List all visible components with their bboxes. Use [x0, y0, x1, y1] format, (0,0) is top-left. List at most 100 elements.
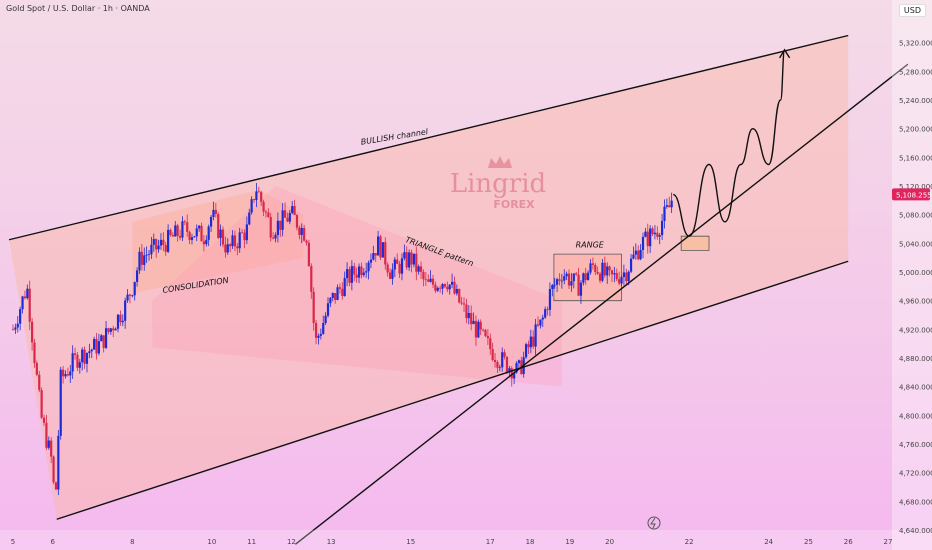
candle-body — [176, 225, 179, 236]
candle-body — [377, 236, 380, 256]
candle-body — [78, 362, 81, 368]
candle-body — [28, 288, 31, 322]
candle-body — [102, 335, 105, 348]
candle-body — [119, 314, 122, 323]
candle-body — [288, 213, 291, 222]
candle-body — [489, 338, 492, 350]
candle-body — [503, 352, 506, 357]
candle-body — [419, 266, 423, 272]
x-tick-label: 19 — [565, 538, 574, 546]
candle-body — [198, 225, 201, 229]
candle-body — [641, 236, 645, 250]
projection-arrowhead — [778, 48, 791, 59]
candle-body — [365, 271, 368, 273]
x-tick-label: 18 — [526, 538, 535, 546]
x-tick-label: 22 — [685, 538, 694, 546]
candle-body — [439, 287, 442, 289]
candle-body — [162, 239, 165, 246]
candle-body — [510, 368, 513, 379]
y-tick-label: 4,920.000 — [899, 326, 932, 334]
candle-body — [610, 270, 614, 275]
candle-body — [663, 206, 666, 221]
candle-body — [513, 372, 516, 379]
candle-body — [88, 351, 91, 354]
candle-body — [188, 231, 191, 240]
x-tick-label: 27 — [884, 538, 893, 546]
candle-body — [93, 338, 96, 350]
candle-body — [544, 309, 547, 318]
candle-body — [133, 281, 136, 296]
candle-body — [245, 224, 248, 241]
candle-body — [143, 255, 146, 265]
candle-body — [295, 215, 299, 228]
candle-body — [565, 273, 568, 277]
candle-body — [221, 229, 225, 245]
candle-body — [529, 336, 532, 348]
candle-body — [274, 234, 277, 239]
candle-body — [262, 201, 265, 212]
candle-body — [391, 269, 394, 279]
candle-body — [131, 295, 134, 297]
candle-body — [517, 360, 521, 364]
candle-body — [207, 226, 210, 240]
currency-label[interactable]: USD — [898, 4, 926, 17]
candle-body — [291, 206, 294, 214]
y-tick-label: 5,200.000 — [899, 126, 932, 134]
candle-body — [658, 235, 661, 237]
x-tick-label: 11 — [247, 538, 256, 546]
y-tick-label: 4,680.000 — [899, 498, 932, 506]
candle-body — [283, 210, 287, 218]
time-axis-bg — [0, 530, 932, 550]
candle-body — [374, 253, 377, 256]
candle-body — [35, 363, 38, 375]
candle-body — [42, 417, 46, 423]
candle-body — [501, 352, 504, 368]
x-tick-label: 26 — [844, 538, 853, 546]
candle-body — [171, 234, 174, 237]
candle-body — [467, 313, 470, 319]
candle-body — [57, 435, 60, 490]
candle-body — [353, 266, 356, 275]
candle-body — [324, 315, 327, 324]
candle-body — [169, 229, 172, 235]
zone-retest-box — [680, 235, 710, 251]
y-tick-label: 5,280.000 — [899, 68, 932, 76]
candle-body — [594, 264, 597, 272]
candle-body — [534, 324, 537, 347]
candle-body — [608, 266, 611, 271]
candle-body — [601, 262, 604, 281]
candle-body — [40, 390, 43, 418]
candle-body — [422, 271, 425, 280]
candle-body — [369, 259, 373, 263]
candle-body — [603, 262, 606, 276]
candle-body — [178, 235, 182, 238]
candle-body — [372, 253, 375, 260]
lightning-bolt — [650, 517, 656, 529]
candle-body — [563, 276, 566, 281]
candle-body — [482, 329, 485, 331]
candle-body — [639, 249, 642, 260]
candle-body — [159, 239, 163, 246]
candle-body — [644, 231, 647, 237]
candle-body — [231, 235, 234, 247]
candle-body — [300, 227, 303, 235]
candle-body — [470, 313, 473, 325]
candle-body — [579, 282, 583, 296]
candle-body — [584, 273, 587, 281]
candle-body — [212, 209, 215, 217]
candle-body — [632, 254, 635, 259]
candle-body — [219, 229, 222, 238]
candle-body — [250, 199, 253, 213]
candle-body — [126, 294, 129, 301]
candle-body — [107, 328, 110, 332]
candle-body — [665, 205, 668, 207]
candle-body — [45, 422, 48, 448]
candle-body — [140, 251, 143, 265]
candle-body — [386, 264, 389, 273]
candle-body — [546, 309, 549, 311]
candle-body — [362, 272, 365, 276]
candle-body — [26, 288, 29, 299]
candle-body — [408, 252, 411, 268]
